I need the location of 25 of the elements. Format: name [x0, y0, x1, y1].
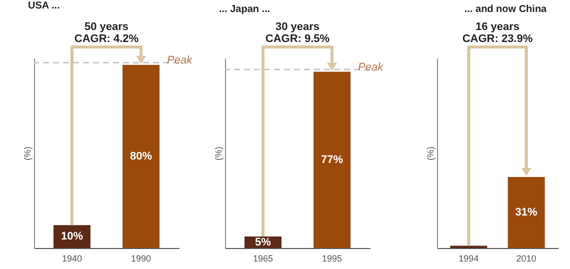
- text: CAGR: 23.9%: [462, 33, 533, 45]
- x-tick-label: 1994: [458, 254, 479, 264]
- x-tick-label: 1995: [322, 254, 342, 264]
- chart-title: USA ...: [28, 0, 60, 12]
- chart-title: ... Japan ...: [219, 4, 270, 15]
- data-label: 80%: [130, 150, 152, 162]
- data-label: 31%: [515, 206, 538, 219]
- y-axis-title: (%): [22, 146, 32, 160]
- x-tick-label: 1990: [131, 254, 152, 264]
- ref-line-label: Peak: [167, 54, 193, 67]
- text: 16 years: [475, 21, 520, 33]
- text: CAGR: 4.2%: [74, 33, 139, 45]
- y-axis-title: (%): [214, 146, 224, 160]
- data-label: 5%: [255, 236, 272, 248]
- data-label: 77%: [321, 154, 344, 166]
- ref-line-label: Peak: [358, 61, 384, 74]
- x-tick-label: 2010: [516, 254, 536, 264]
- x-tick-label: 1940: [62, 254, 82, 264]
- text: 50 years: [84, 21, 129, 33]
- data-label: 10%: [60, 230, 84, 243]
- text: CAGR: 9.5%: [265, 33, 330, 45]
- text: 30 years: [275, 21, 320, 33]
- x-tick-label: 1965: [252, 254, 273, 264]
- y-axis-title: (%): [426, 146, 436, 160]
- chart-title: ... and now China: [464, 4, 548, 15]
